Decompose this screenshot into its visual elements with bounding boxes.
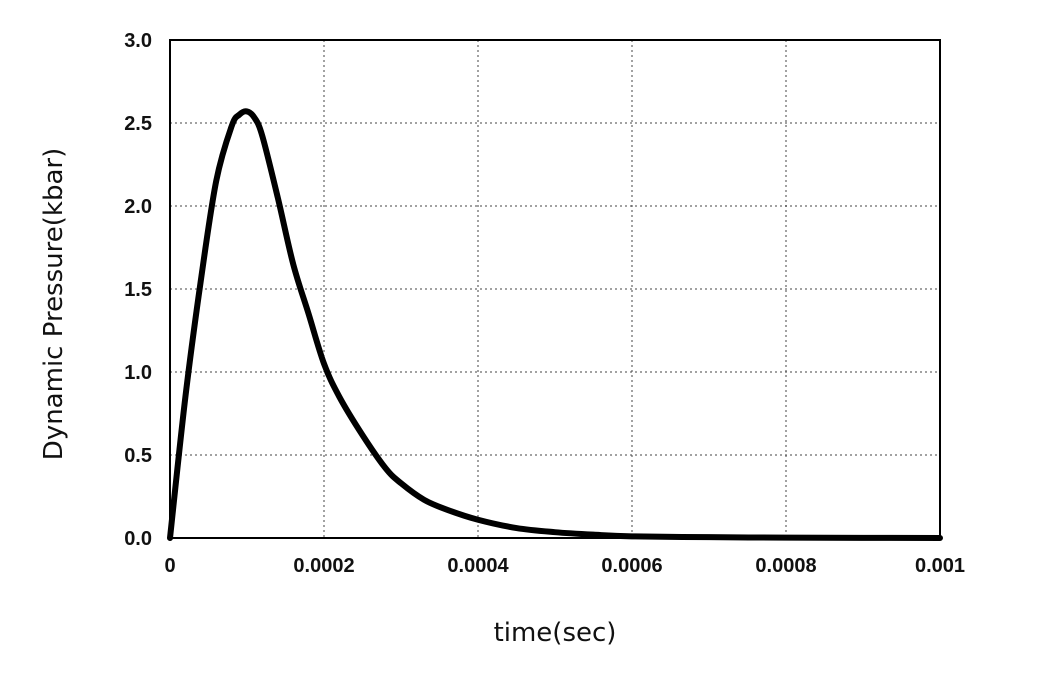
x-tick-label: 0 xyxy=(164,555,175,577)
plot-frame xyxy=(169,39,941,539)
x-tick-label: 0.0004 xyxy=(447,555,509,577)
grid-layer xyxy=(170,40,940,538)
y-tick-label: 0.0 xyxy=(124,528,152,550)
y-tick-label: 3.0 xyxy=(124,30,152,52)
x-tick-label: 0.0006 xyxy=(601,555,662,577)
y-tick-label: 2.0 xyxy=(124,196,152,218)
x-tick-label: 0.001 xyxy=(915,555,965,577)
y-tick-label: 1.5 xyxy=(124,279,152,301)
y-tick-label: 1.0 xyxy=(124,362,152,384)
axis-layer: 0 0.0002 0.0004 0.0006 0.0008 0.001 0.0 0.5 1.0 1… xyxy=(124,30,965,577)
x-axis-title: time(sec) xyxy=(494,618,617,648)
y-axis-title: Dynamic Pressure(kbar) xyxy=(39,148,69,460)
y-tick-label: 2.5 xyxy=(124,113,152,135)
pressure-series-line xyxy=(167,108,943,541)
series-layer xyxy=(167,108,943,541)
x-tick-label: 0.0002 xyxy=(293,555,354,577)
x-tick-label: 0.0008 xyxy=(755,555,816,577)
y-tick-label: 0.5 xyxy=(124,445,152,467)
